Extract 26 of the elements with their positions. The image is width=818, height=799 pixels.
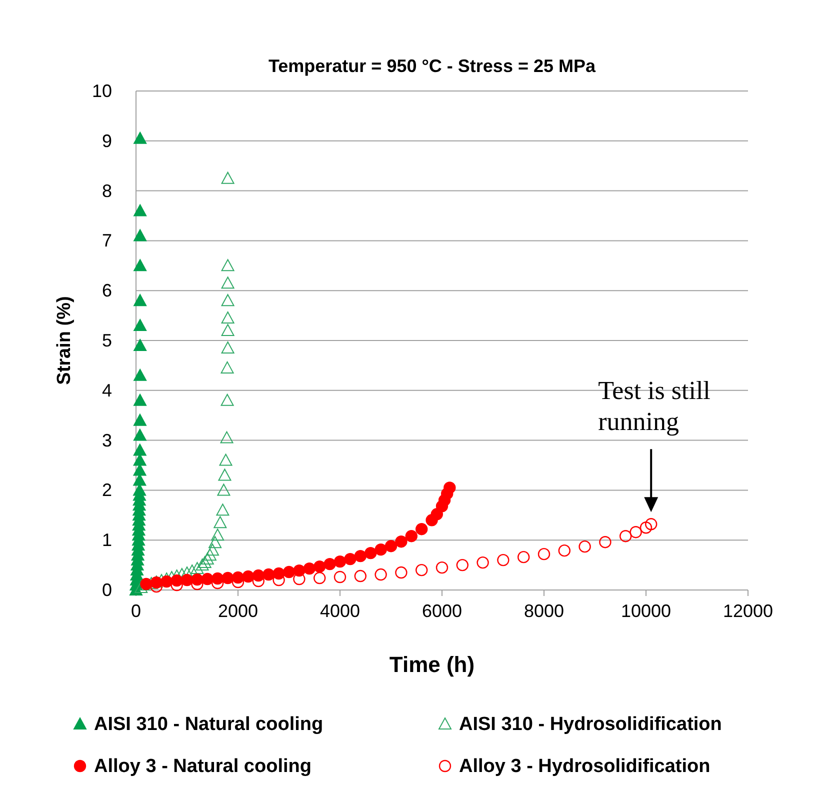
y-tick-label: 5 xyxy=(102,330,112,350)
legend-label: AISI 310 - Hydrosolidification xyxy=(459,714,722,735)
y-axis-title: Strain (%) xyxy=(54,296,75,385)
chart-title: Temperatur = 950 °C - Stress = 25 MPa xyxy=(268,56,596,76)
y-tick-label: 1 xyxy=(102,530,112,550)
y-tick-label: 2 xyxy=(102,480,112,500)
y-tick-label: 4 xyxy=(102,380,112,400)
y-tick-label: 3 xyxy=(102,430,112,450)
y-tick-label: 10 xyxy=(92,81,112,101)
y-tick-label: 8 xyxy=(102,180,112,201)
y-tick-label: 0 xyxy=(102,580,112,600)
x-tick-label: 10000 xyxy=(620,601,672,621)
y-tick-label: 6 xyxy=(102,280,112,301)
x-axis-title: Time (h) xyxy=(389,652,475,677)
legend-label: Alloy 3 - Natural cooling xyxy=(94,756,312,777)
x-tick-label: 4000 xyxy=(320,601,360,621)
x-tick-label: 2000 xyxy=(218,601,258,621)
y-tick-label: 7 xyxy=(102,230,112,251)
x-tick-label: 0 xyxy=(130,601,142,621)
x-tick-label: 12000 xyxy=(722,601,774,621)
y-tick-label: 9 xyxy=(102,130,112,151)
x-tick-label: 6000 xyxy=(422,601,462,621)
legend-label: Alloy 3 - Hydrosolidification xyxy=(459,756,710,777)
legend-label: AISI 310 - Natural cooling xyxy=(94,714,324,735)
annotation: Test is still running xyxy=(598,376,710,436)
x-tick-label: 8000 xyxy=(524,601,564,621)
